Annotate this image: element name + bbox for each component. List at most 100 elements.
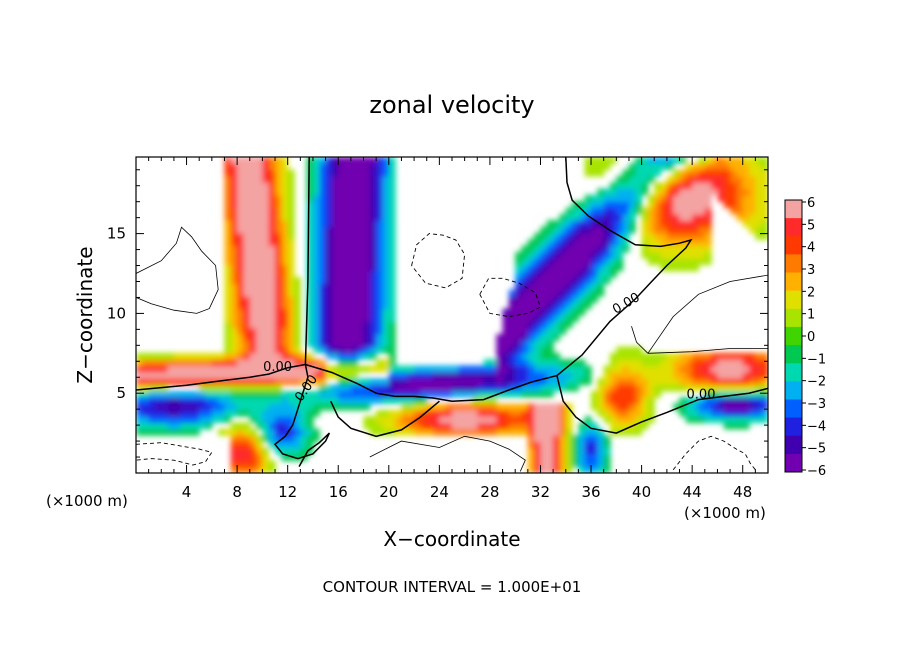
field-cell [338, 213, 346, 221]
field-cell [717, 169, 725, 177]
field-cell [388, 245, 396, 253]
field-cell [319, 169, 327, 177]
field-cell [755, 163, 763, 171]
field-cell [666, 157, 674, 164]
field-cell [527, 283, 535, 291]
field-cell [243, 359, 251, 367]
field-cell [306, 403, 314, 411]
field-cell [357, 333, 365, 341]
field-cell [243, 435, 251, 442]
field-cell [502, 321, 510, 329]
field-cell [167, 416, 175, 424]
field-cell [641, 220, 649, 228]
field-cell [148, 352, 156, 360]
field-cell [622, 371, 630, 379]
field-cell [306, 333, 314, 341]
field-cell [230, 226, 238, 234]
field-cell [692, 232, 700, 240]
field-cell [224, 201, 232, 209]
field-cell [679, 378, 687, 386]
field-cell [199, 409, 207, 417]
field-cell [376, 428, 384, 436]
field-cell [369, 428, 377, 436]
field-cell [698, 169, 706, 177]
field-cell [546, 321, 554, 329]
field-cell [249, 270, 257, 278]
field-cell [363, 308, 371, 316]
field-cell [584, 258, 592, 266]
field-cell [256, 315, 263, 322]
field-cell [306, 239, 314, 247]
field-cell [344, 327, 352, 335]
field-cell [559, 232, 567, 240]
field-cell [610, 397, 617, 405]
colorbar-swatch [785, 326, 802, 346]
field-cell [173, 416, 181, 424]
field-cell [439, 416, 447, 424]
field-cell [527, 466, 535, 473]
field-cell [755, 390, 763, 398]
field-cell [268, 340, 276, 348]
field-cell [591, 460, 598, 468]
field-cell [281, 239, 289, 247]
field-cell [230, 384, 238, 392]
field-cell [534, 390, 542, 398]
field-cell [230, 289, 238, 297]
field-cell [262, 416, 270, 424]
field-cell [616, 258, 624, 266]
field-cell [167, 397, 175, 405]
field-cell [546, 359, 554, 367]
field-cell [521, 371, 529, 379]
field-cell [224, 239, 232, 247]
field-cell [338, 371, 346, 379]
field-cell [319, 188, 327, 196]
field-cell [572, 239, 579, 247]
field-cell [350, 188, 358, 196]
field-cell [180, 365, 188, 373]
field-cell [205, 416, 213, 424]
field-cell [167, 378, 175, 386]
field-cell [388, 232, 396, 240]
field-cell [534, 270, 542, 278]
field-cell [698, 251, 706, 259]
field-cell [369, 333, 377, 341]
field-cell [628, 352, 636, 360]
field-cell [723, 365, 731, 373]
field-cell [224, 346, 232, 354]
field-cell [186, 359, 194, 367]
field-cell [224, 175, 232, 183]
field-cell [635, 365, 643, 373]
field-cell [224, 188, 232, 196]
field-cell [755, 403, 763, 411]
field-cell [679, 182, 687, 190]
field-cell [350, 175, 358, 183]
field-cell [262, 327, 270, 335]
field-cell [546, 340, 554, 348]
field-cell [395, 390, 403, 398]
field-cell [508, 371, 516, 379]
field-cell [395, 365, 403, 373]
field-cell [521, 270, 529, 278]
field-cell [692, 201, 700, 209]
field-cell [730, 207, 737, 215]
field-cell [363, 346, 371, 354]
field-cell [628, 163, 636, 171]
field-cell [445, 378, 453, 386]
field-cell [230, 409, 238, 417]
field-cell [572, 201, 579, 209]
field-cell [502, 384, 510, 392]
field-cell [698, 403, 706, 411]
field-cell [534, 435, 542, 442]
field-cell [256, 169, 263, 177]
field-cell [628, 403, 636, 411]
field-cell [256, 384, 263, 392]
field-cell [755, 213, 763, 221]
field-cell [679, 213, 687, 221]
field-cell [477, 416, 485, 424]
field-cell [357, 302, 365, 310]
field-cell [357, 201, 365, 209]
field-cell [591, 270, 598, 278]
field-cell [749, 188, 756, 196]
field-cell [603, 270, 611, 278]
field-cell [761, 194, 768, 202]
